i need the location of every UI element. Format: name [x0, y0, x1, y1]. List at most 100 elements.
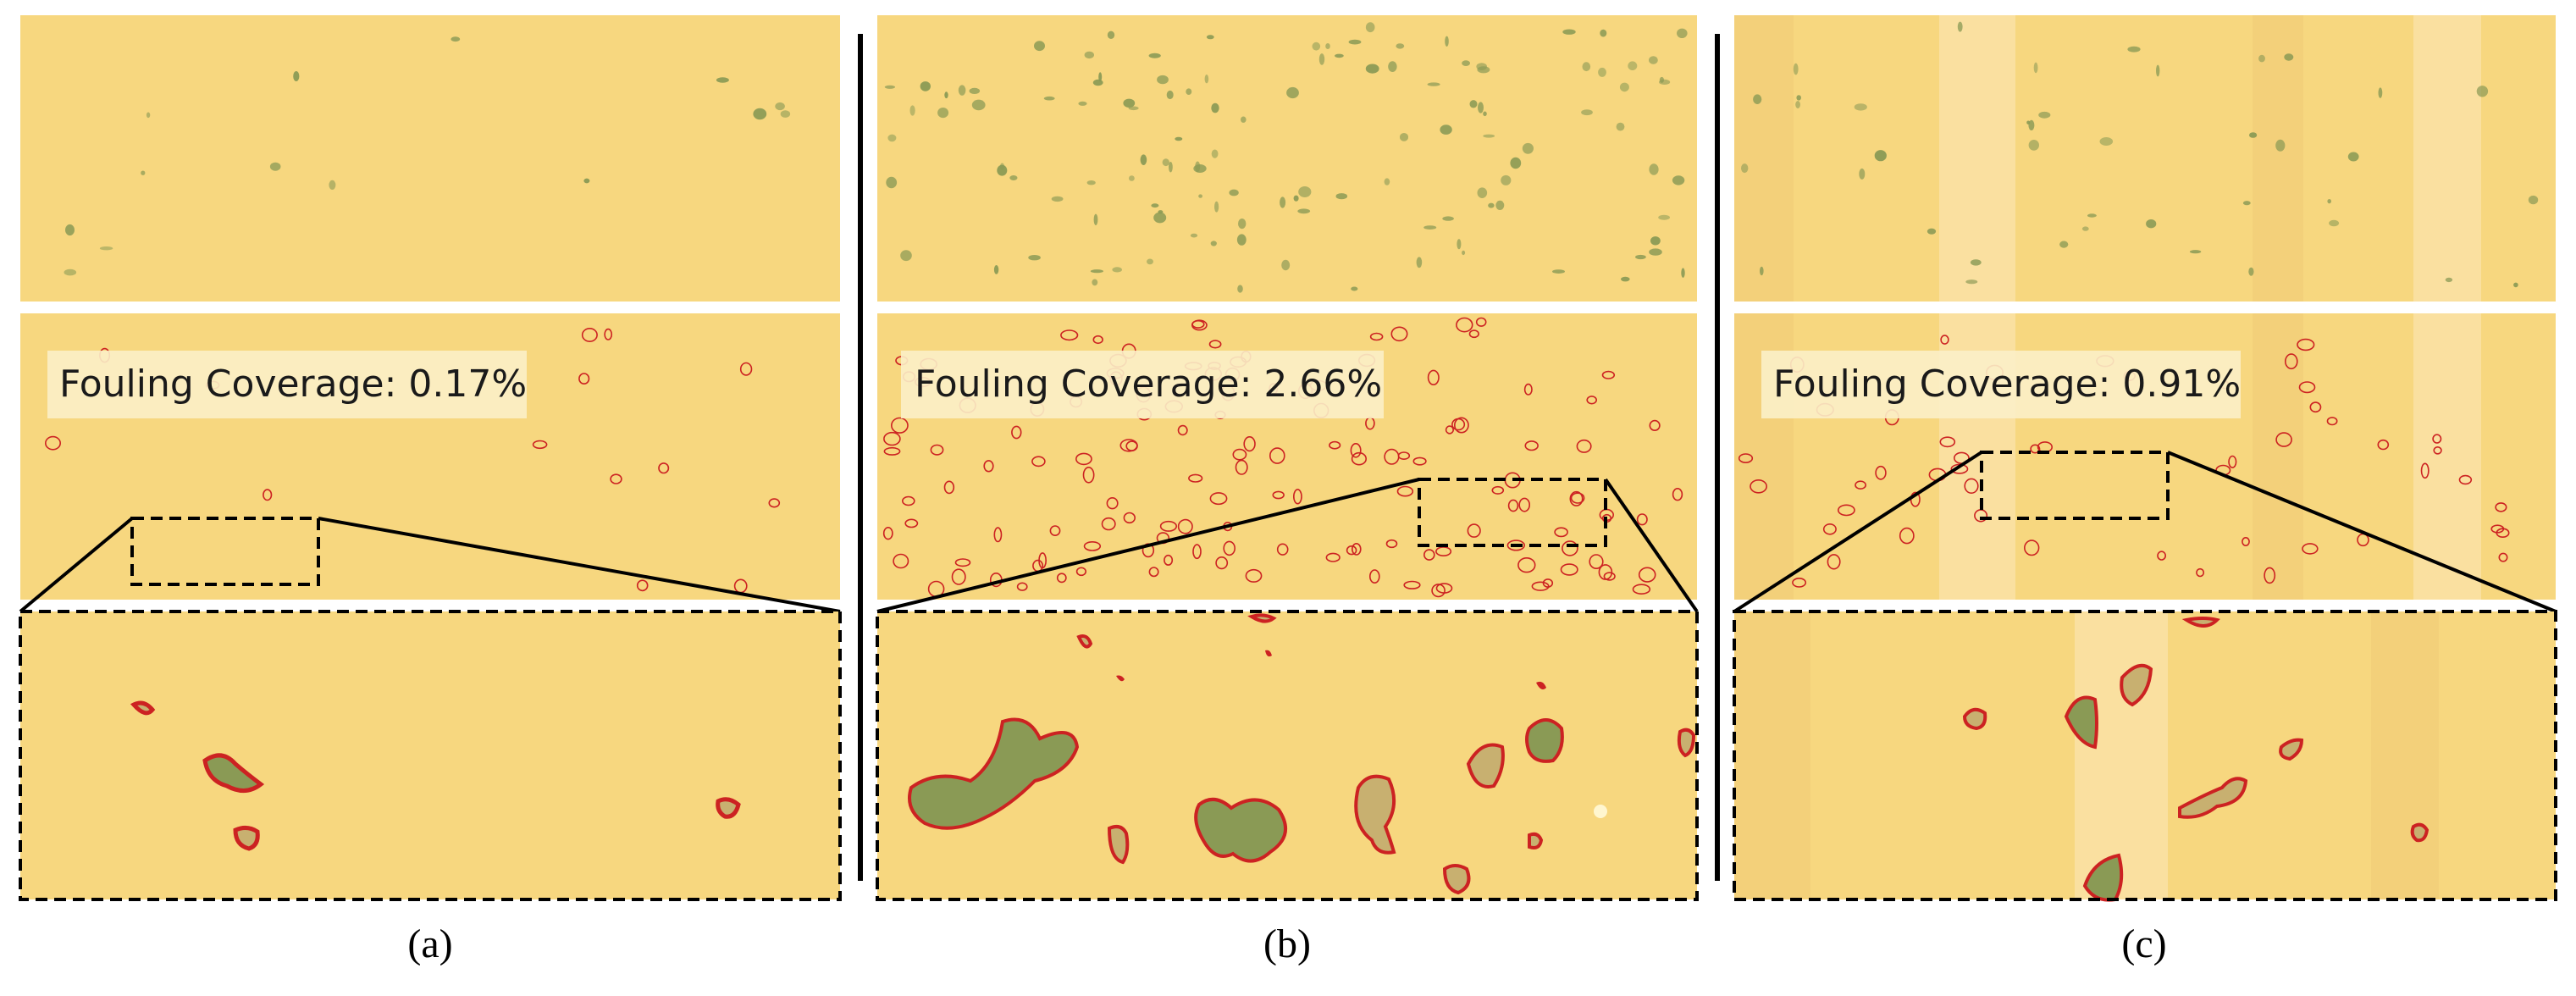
- fouling-outline: [1964, 478, 1979, 494]
- fouling-outline: [1524, 440, 1539, 451]
- fouling-spot: [1581, 109, 1593, 116]
- fouling-outline: [532, 440, 548, 450]
- fouling-spot: [716, 77, 729, 83]
- fouling-spot: [937, 108, 949, 119]
- fouling-outline: [1507, 499, 1519, 512]
- fouling-spot: [2081, 226, 2089, 231]
- fouling-spot: [1874, 150, 1887, 162]
- fouling-outline: [1056, 573, 1067, 584]
- fouling-spot: [1672, 175, 1685, 185]
- fouling-spot: [1211, 102, 1219, 113]
- fouling-outline: [636, 579, 649, 592]
- fouling-spot: [1312, 42, 1321, 51]
- fouling-outline: [2498, 552, 2508, 562]
- fouling-spot: [2347, 152, 2359, 162]
- panel-a-zoom-frame: [19, 610, 842, 901]
- fouling-spot: [2476, 86, 2489, 97]
- panel-c-raw-stripes: [1734, 15, 2481, 302]
- fouling-spot: [993, 265, 999, 274]
- fouling-spot: [780, 110, 791, 118]
- fouling-spot: [1195, 161, 1201, 172]
- panel-c-zoom-box: [1980, 451, 2170, 520]
- fouling-outline: [1369, 332, 1384, 341]
- fouling-spot: [2099, 137, 2114, 146]
- fouling-spot: [2528, 195, 2539, 205]
- fouling-outline: [1467, 523, 1481, 538]
- fouling-spot: [1078, 101, 1087, 106]
- fouling-spot: [1621, 276, 1630, 282]
- fouling-spot: [1084, 51, 1095, 59]
- fouling-outline: [1159, 520, 1177, 532]
- fouling-outline: [610, 473, 622, 484]
- fouling-outline: [1523, 383, 1533, 396]
- fouling-spot: [1210, 241, 1217, 246]
- fouling-outline: [1188, 473, 1203, 483]
- fouling-outline: [891, 417, 909, 434]
- panel-c-zoom-line-left: [1733, 451, 1983, 613]
- fouling-spot: [1616, 122, 1625, 131]
- panel-b-raw-particles: [884, 22, 1688, 293]
- fouling-outline: [954, 558, 971, 567]
- fouling-spot: [2059, 241, 2069, 248]
- fouling-spot: [1753, 94, 1762, 104]
- fouling-spot: [1325, 43, 1330, 49]
- fouling-spot: [969, 87, 981, 94]
- fouling-spot: [1128, 106, 1139, 111]
- fouling-spot: [1681, 268, 1685, 279]
- fouling-spot: [1445, 36, 1449, 47]
- fouling-spot: [1286, 86, 1299, 99]
- fouling-spot: [1552, 269, 1565, 274]
- fouling-outline: [1518, 497, 1530, 512]
- fouling-outline: [1235, 459, 1248, 475]
- fouling-spot: [1457, 239, 1462, 250]
- fouling-spot: [1440, 125, 1452, 135]
- fouling-outline: [1272, 490, 1285, 500]
- fouling-outline: [1899, 527, 1915, 545]
- fouling-spot: [1462, 250, 1466, 256]
- fouling-outline: [1385, 539, 1398, 549]
- fouling-outline: [883, 446, 901, 456]
- fouling-outline: [1038, 552, 1047, 569]
- fouling-outline: [1092, 335, 1103, 345]
- fouling-spot: [971, 99, 986, 111]
- fouling-spot: [1384, 178, 1390, 185]
- fouling-spot: [2028, 119, 2035, 130]
- fouling-spot: [2513, 282, 2518, 288]
- fouling-spot: [1965, 279, 1978, 285]
- fouling-spot: [753, 108, 767, 120]
- fouling-spot: [1760, 266, 1764, 276]
- fouling-spot: [1859, 168, 1866, 180]
- fouling-outline: [1855, 480, 1866, 490]
- fouling-outline: [1603, 572, 1616, 581]
- fouling-outline: [1390, 326, 1408, 342]
- fouling-outline: [1101, 517, 1116, 531]
- fouling-spot: [1462, 60, 1470, 66]
- panel-a-zoom-line-right: [318, 517, 841, 613]
- fouling-spot: [1129, 175, 1135, 181]
- fouling-outline: [1016, 582, 1028, 591]
- fouling-outline: [1837, 504, 1855, 517]
- fouling-spot: [1396, 43, 1405, 49]
- fouling-outline: [1475, 317, 1487, 327]
- fouling-outline: [263, 489, 273, 501]
- panel-c-zoom-line-right: [2167, 451, 2557, 613]
- fouling-outline: [1369, 569, 1380, 584]
- fouling-spot: [1628, 61, 1638, 70]
- fouling-spot: [1175, 136, 1183, 141]
- fouling-spot: [1280, 196, 1286, 208]
- fouling-spot: [1034, 41, 1045, 52]
- fouling-outline: [1346, 545, 1357, 556]
- fouling-outline: [2377, 439, 2390, 451]
- fouling-outline: [1586, 396, 1597, 405]
- fouling-outline: [1215, 556, 1229, 570]
- fouling-spot: [2445, 277, 2453, 283]
- fouling-spot: [1495, 200, 1505, 210]
- fouling-outline: [1569, 490, 1584, 506]
- fouling-outline: [1209, 492, 1228, 506]
- panel-b-coverage-label: Fouling Coverage: 2.66%: [915, 362, 1382, 406]
- fouling-outline: [993, 527, 1003, 543]
- panel-c-zoom-frame: [1733, 610, 2557, 901]
- fouling-spot: [1206, 35, 1214, 40]
- fouling-outline: [1454, 417, 1469, 434]
- fouling-spot: [1318, 53, 1325, 65]
